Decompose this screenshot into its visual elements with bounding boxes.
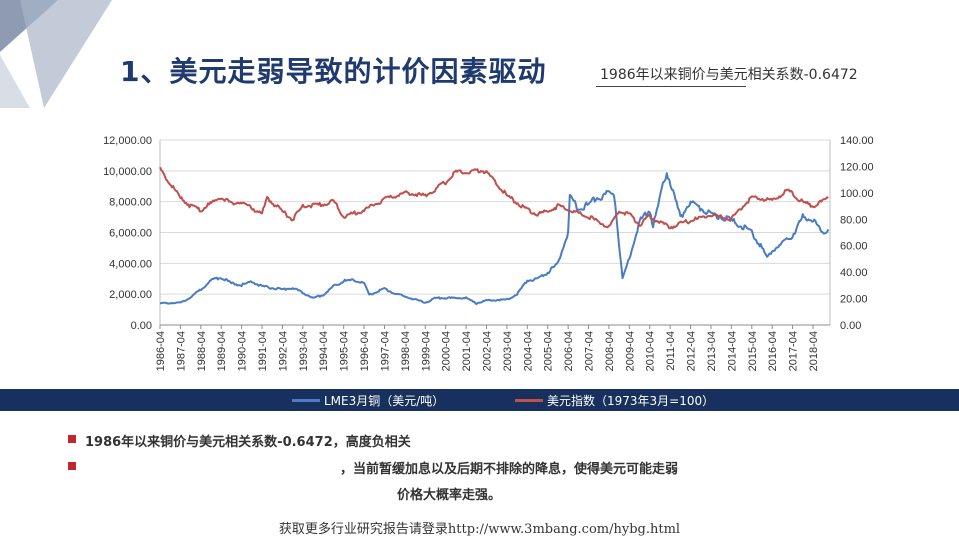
- bullet-marker: [68, 435, 76, 443]
- y-right-tick-label: 0.00: [840, 320, 861, 332]
- x-tick-label: 2000-04: [441, 331, 453, 371]
- x-tick-label: 1992-04: [277, 331, 289, 371]
- x-tick-label: 1998-04: [400, 331, 412, 371]
- x-tick-label: 2008-04: [604, 331, 616, 371]
- x-tick-label: 1989-04: [216, 331, 228, 371]
- x-tick-label: 1986-04: [155, 331, 167, 371]
- x-tick-label: 2017-04: [788, 331, 800, 371]
- bullet-text-1: 1986年以来铜价与美元相关系数-0.6472，高度负相关: [85, 435, 411, 450]
- y-right-tick-label: 120.00: [840, 161, 874, 173]
- x-tick-label: 2010-04: [645, 331, 657, 371]
- x-tick-label: 1997-04: [379, 331, 391, 371]
- x-tick-label: 2016-04: [767, 331, 779, 371]
- x-tick-label: 2013-04: [706, 331, 718, 371]
- x-tick-label: 2003-04: [502, 331, 514, 371]
- right-axis-ticks: 140.00 120.00 100.00 80.00 60.00 40.00 20.00 0.…: [840, 135, 874, 332]
- series-line-usd: [159, 166, 829, 230]
- x-tick-label: 2015-04: [747, 331, 759, 371]
- y-right-tick-label: 60.00: [840, 241, 868, 253]
- footer-link-text: 获取更多行业研究报告请登录http://www.3mbang.com/hybg.…: [278, 522, 681, 537]
- y-left-tick-label: 10,000.00: [103, 166, 152, 178]
- legend-swatch-usd: [515, 399, 543, 402]
- y-left-tick-label: 2,000.00: [109, 289, 152, 301]
- legend-label-usd: 美元指数（1973年3月=100）: [547, 394, 715, 408]
- legend-item-usd: 美元指数（1973年3月=100）: [515, 392, 714, 409]
- x-tick-label: 2007-04: [584, 331, 596, 371]
- x-axis-ticks: 1986-04 1987-04 1988-04 1989-04 1990-04 1991-…: [155, 325, 820, 371]
- x-tick-label: 2002-04: [481, 331, 493, 371]
- decorative-triangles: [0, 0, 112, 108]
- y-left-tick-label: 12,000.00: [103, 135, 152, 147]
- left-axis-ticks: 12,000.00 10,000.00 8,000.00 6,000.00 4,000.…: [103, 135, 152, 332]
- y-left-tick-label: 4,000.00: [109, 258, 152, 270]
- x-tick-label: 1999-04: [420, 331, 432, 371]
- x-tick-label: 2018-04: [808, 331, 820, 371]
- x-tick-label: 1994-04: [318, 331, 330, 371]
- legend-swatch-copper: [292, 399, 320, 402]
- y-right-tick-label: 100.00: [840, 188, 874, 200]
- series-lines: [159, 166, 830, 306]
- y-right-tick-label: 20.00: [840, 294, 868, 306]
- chart-subtitle: 1986年以来铜价与美元相关系数-0.6472: [600, 67, 858, 83]
- bullet-marker: [68, 462, 76, 470]
- x-tick-label: 2012-04: [686, 331, 698, 371]
- legend-bar: LME3月铜（美元/吨） 美元指数（1973年3月=100）: [0, 389, 959, 411]
- x-tick-label: 2006-04: [563, 331, 575, 371]
- x-tick-label: 2011-04: [665, 331, 677, 371]
- x-tick-label: 2001-04: [461, 331, 473, 371]
- y-right-tick-label: 80.00: [840, 214, 868, 226]
- copper-vs-dollar-chart: 12,000.00 10,000.00 8,000.00 6,000.00 4,000.…: [103, 135, 874, 371]
- y-left-tick-label: 6,000.00: [109, 228, 152, 240]
- x-tick-label: 1988-04: [196, 331, 208, 371]
- x-tick-label: 1993-04: [298, 331, 310, 371]
- bullet-text-3: 价格大概率走强。: [397, 488, 502, 503]
- x-tick-label: 2005-04: [543, 331, 555, 371]
- x-tick-label: 2014-04: [726, 331, 738, 371]
- y-left-tick-label: 8,000.00: [109, 197, 152, 209]
- y-right-tick-label: 40.00: [840, 267, 868, 279]
- bullet-text-2: ，当前暂缓加息以及后期不排除的降息，使得美元可能走弱: [340, 462, 679, 477]
- x-tick-label: 2004-04: [522, 331, 534, 371]
- subtitle-underline: [596, 86, 746, 87]
- x-tick-label: 2009-04: [624, 331, 636, 371]
- legend-item-copper: LME3月铜（美元/吨）: [292, 392, 444, 409]
- x-tick-label: 1996-04: [359, 331, 371, 371]
- x-tick-label: 1987-04: [175, 331, 187, 371]
- x-tick-label: 1991-04: [257, 331, 269, 371]
- x-tick-label: 1990-04: [237, 331, 249, 371]
- y-right-tick-label: 140.00: [840, 135, 874, 147]
- slide-title: 1、美元走弱导致的计价因素驱动: [120, 55, 547, 88]
- y-left-tick-label: 0.00: [131, 320, 152, 332]
- legend-label-copper: LME3月铜（美元/吨）: [324, 394, 445, 408]
- series-line-copper: [159, 172, 830, 306]
- grid-lines: [159, 139, 831, 326]
- x-tick-label: 1995-04: [339, 331, 351, 371]
